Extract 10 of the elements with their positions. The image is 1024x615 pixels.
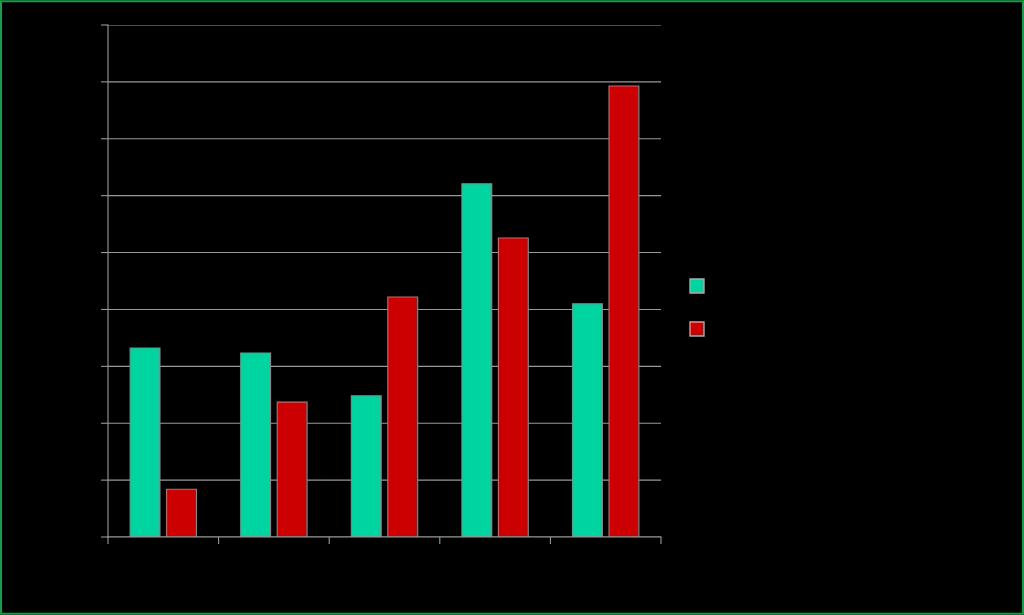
bar xyxy=(276,401,308,537)
bar xyxy=(387,296,419,537)
bar xyxy=(461,183,493,537)
bar xyxy=(129,347,161,537)
bar xyxy=(166,488,198,537)
bar xyxy=(571,303,603,537)
bar xyxy=(497,237,529,537)
bar xyxy=(240,352,272,537)
bar xyxy=(350,395,382,537)
bar xyxy=(608,85,640,537)
